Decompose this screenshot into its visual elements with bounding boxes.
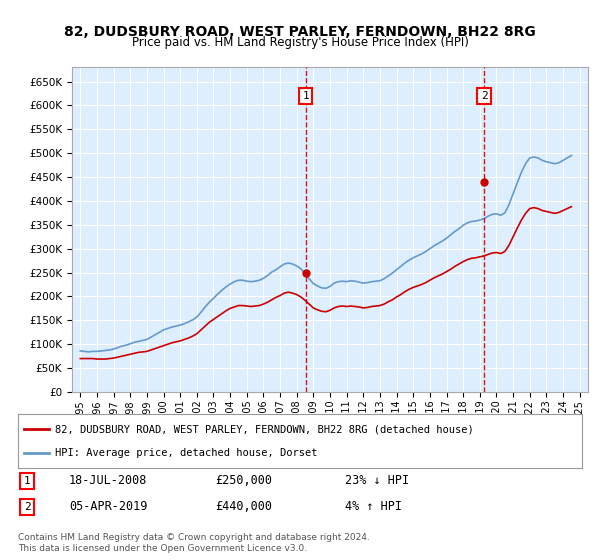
- Text: 2: 2: [23, 502, 31, 512]
- Text: 82, DUDSBURY ROAD, WEST PARLEY, FERNDOWN, BH22 8RG: 82, DUDSBURY ROAD, WEST PARLEY, FERNDOWN…: [64, 25, 536, 39]
- Text: 2: 2: [481, 91, 488, 101]
- Text: 1: 1: [23, 476, 31, 486]
- Text: £250,000: £250,000: [215, 474, 272, 488]
- Text: HPI: Average price, detached house, Dorset: HPI: Average price, detached house, Dors…: [55, 447, 317, 458]
- Text: £440,000: £440,000: [215, 500, 272, 514]
- Text: 23% ↓ HPI: 23% ↓ HPI: [345, 474, 409, 488]
- Text: 05-APR-2019: 05-APR-2019: [69, 500, 147, 514]
- Text: 82, DUDSBURY ROAD, WEST PARLEY, FERNDOWN, BH22 8RG (detached house): 82, DUDSBURY ROAD, WEST PARLEY, FERNDOWN…: [55, 424, 473, 435]
- Text: 18-JUL-2008: 18-JUL-2008: [69, 474, 147, 488]
- Text: Contains HM Land Registry data © Crown copyright and database right 2024.
This d: Contains HM Land Registry data © Crown c…: [18, 533, 370, 553]
- Text: 1: 1: [302, 91, 309, 101]
- Text: Price paid vs. HM Land Registry's House Price Index (HPI): Price paid vs. HM Land Registry's House …: [131, 36, 469, 49]
- Text: 4% ↑ HPI: 4% ↑ HPI: [345, 500, 402, 514]
